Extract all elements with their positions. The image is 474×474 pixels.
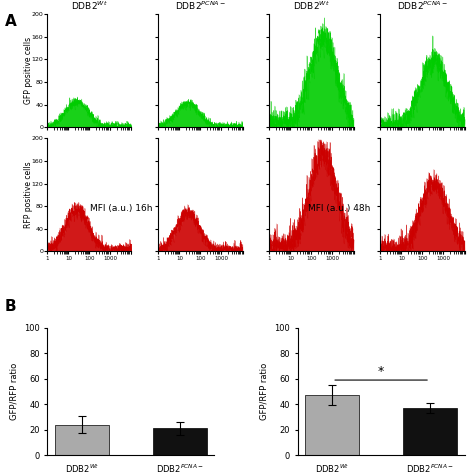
Text: A: A (5, 14, 17, 29)
Title: DDB2$^{PCNA-}$: DDB2$^{PCNA-}$ (175, 0, 226, 12)
Text: MFI (a.u.) 16h: MFI (a.u.) 16h (90, 204, 152, 213)
Bar (403, 408, 457, 455)
Y-axis label: GFP/RFP ratio: GFP/RFP ratio (260, 363, 269, 420)
Y-axis label: GFP/RFP ratio: GFP/RFP ratio (9, 363, 18, 420)
Y-axis label: RFP positive cells: RFP positive cells (24, 162, 33, 228)
Y-axis label: GFP positive cells: GFP positive cells (24, 37, 33, 104)
Bar (153, 428, 207, 455)
Text: MFI (a.u.) 48h: MFI (a.u.) 48h (308, 204, 370, 213)
Text: *: * (378, 365, 384, 378)
Title: DDB2$^{Wt}$: DDB2$^{Wt}$ (293, 0, 330, 12)
Bar (55, 425, 109, 455)
Text: B: B (5, 299, 17, 314)
Bar (305, 395, 359, 455)
Title: DDB2$^{PCNA-}$: DDB2$^{PCNA-}$ (397, 0, 448, 12)
Title: DDB2$^{Wt}$: DDB2$^{Wt}$ (71, 0, 108, 12)
